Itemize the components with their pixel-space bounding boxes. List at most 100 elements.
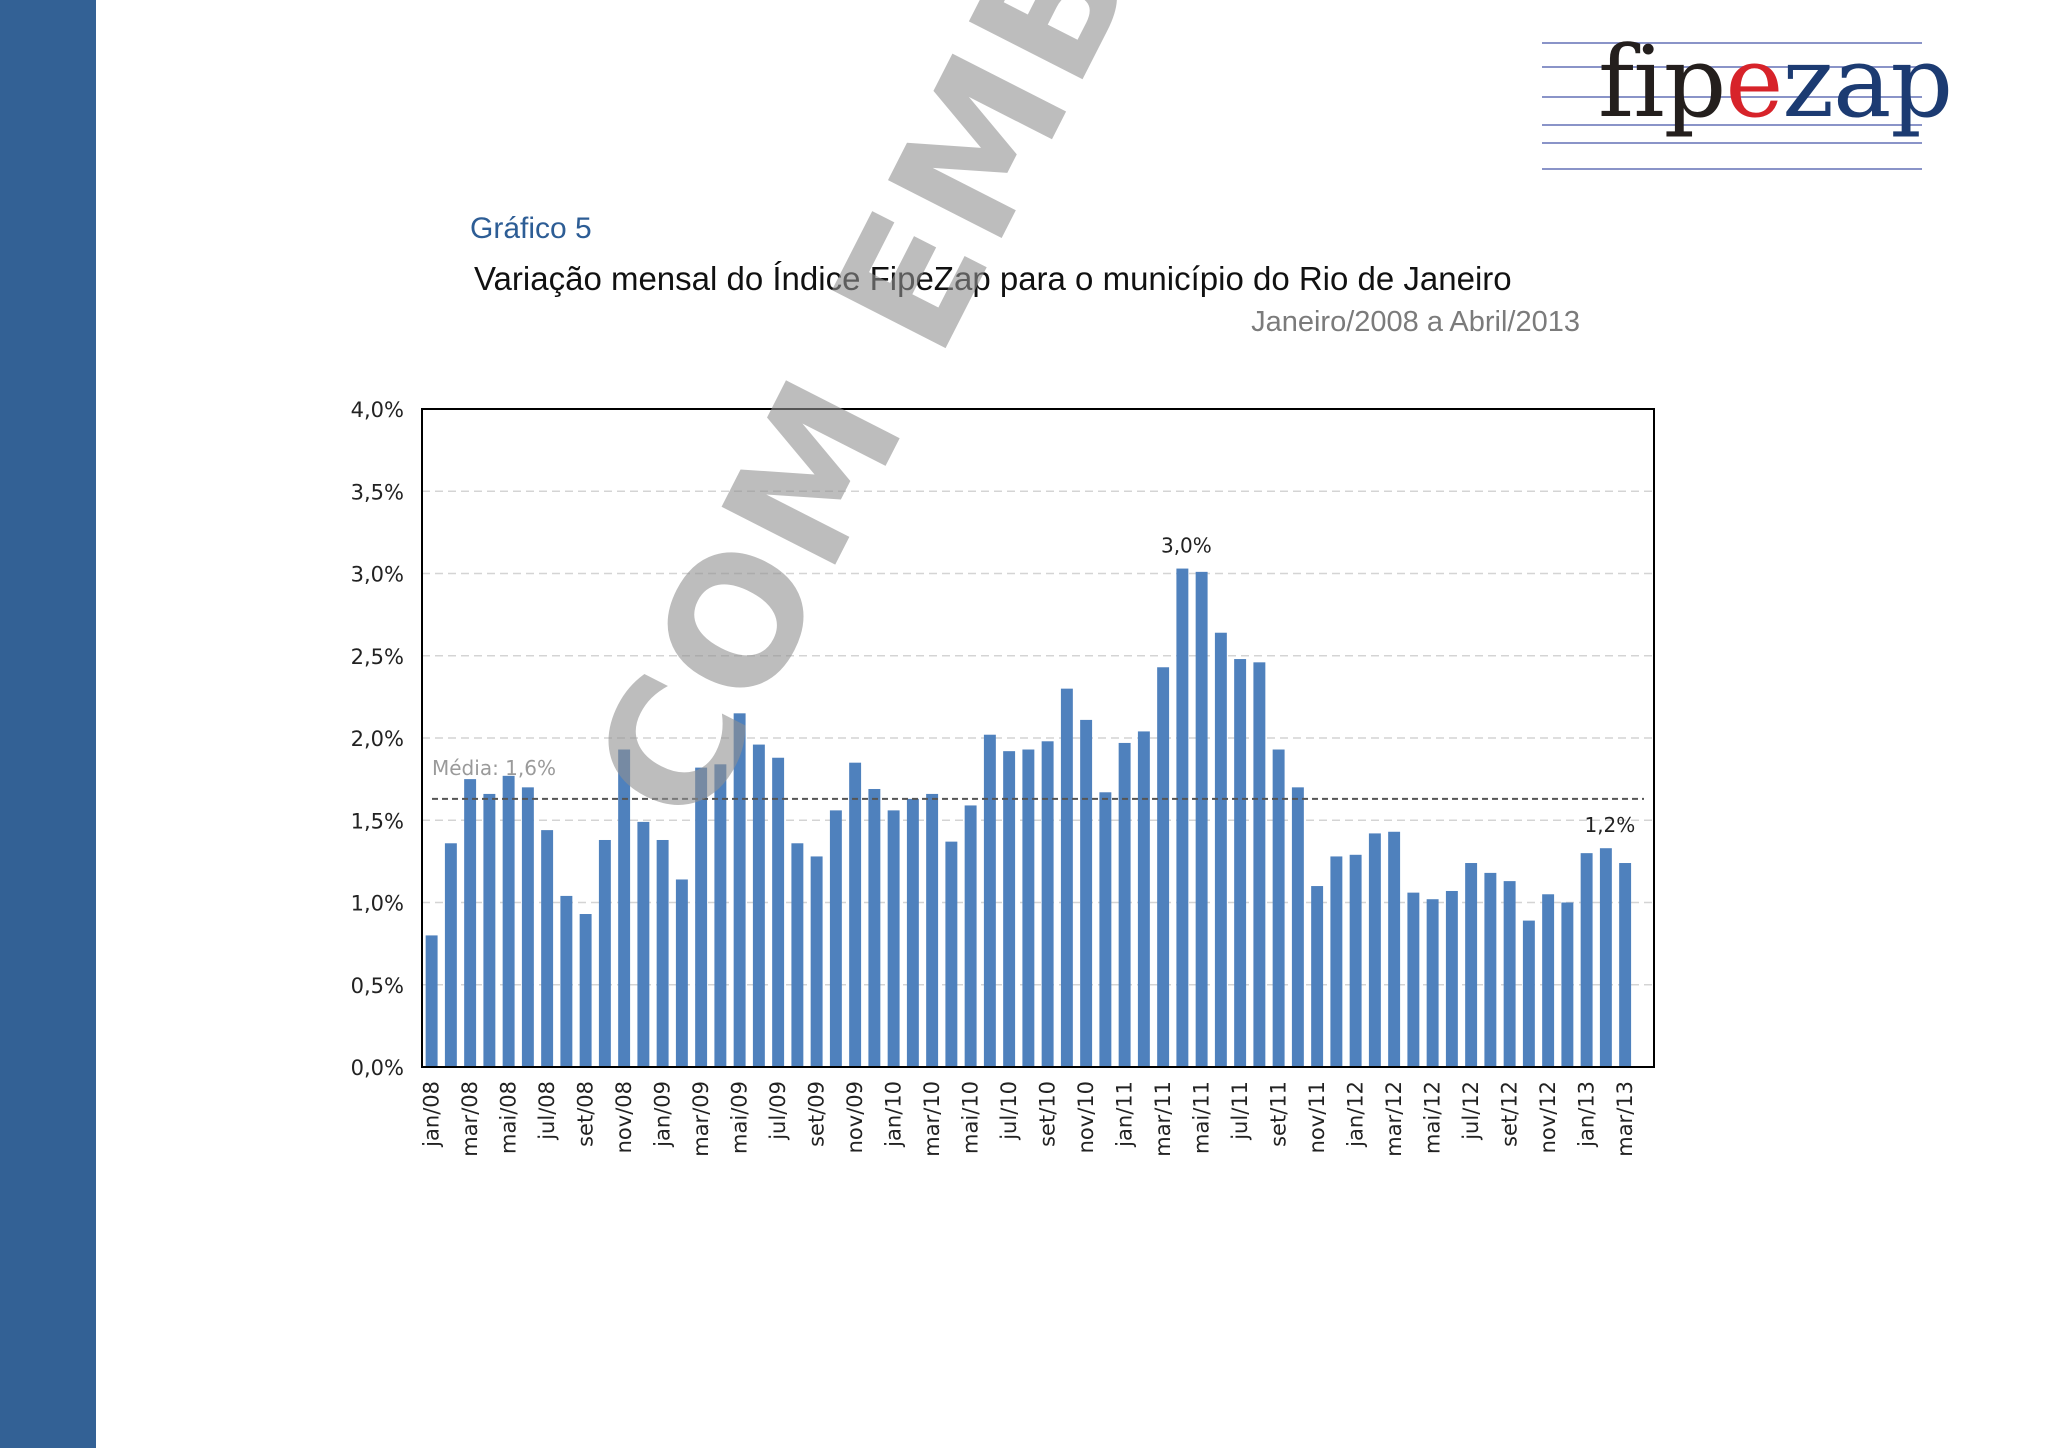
x-tick-label: mai/09: [728, 1081, 752, 1154]
side-bar: [0, 0, 96, 1448]
x-tick-label: jul/08: [535, 1081, 559, 1141]
bar: [656, 839, 669, 1067]
x-tick-label: mai/08: [497, 1081, 521, 1154]
x-tick-label: mar/08: [458, 1081, 482, 1157]
logo-part-e: e: [1725, 26, 1783, 140]
bar: [1522, 920, 1535, 1067]
gridlines: [422, 490, 1654, 986]
x-tick-label: jan/09: [651, 1081, 675, 1148]
x-tick-label: set/08: [574, 1081, 598, 1147]
bar: [945, 841, 958, 1067]
bar: [926, 793, 939, 1067]
bar: [772, 757, 785, 1067]
bar: [810, 856, 823, 1067]
y-tick-label: 0,0%: [351, 1056, 404, 1080]
logo-text: fipezap: [1598, 34, 1953, 132]
bar: [464, 779, 477, 1067]
chart-subtitle: Janeiro/2008 a Abril/2013: [1251, 306, 1580, 338]
x-tick-label: jul/10: [997, 1081, 1021, 1141]
bar: [1291, 787, 1304, 1067]
y-tick-label: 4,0%: [351, 398, 404, 422]
y-tick-label: 0,5%: [351, 974, 404, 998]
bar: [1253, 662, 1266, 1067]
bar: [1080, 719, 1093, 1067]
bar: [1022, 749, 1035, 1067]
x-tick-label: jan/08: [420, 1081, 444, 1148]
bar: [752, 744, 765, 1067]
logo-part-fip: fip: [1598, 26, 1726, 140]
y-tick-label: 1,0%: [351, 892, 404, 916]
x-tick-label: mar/11: [1151, 1081, 1175, 1157]
x-tick-label: nov/10: [1074, 1081, 1098, 1153]
x-tick-label: mar/10: [920, 1081, 944, 1157]
bar: [618, 749, 631, 1067]
data-label: 1,2%: [1584, 813, 1635, 837]
x-tick-label: set/11: [1267, 1081, 1291, 1147]
bar: [1195, 571, 1208, 1067]
bar: [1118, 742, 1131, 1067]
x-tick-label: jul/09: [766, 1081, 790, 1141]
bar: [1407, 892, 1420, 1067]
bar: [906, 798, 919, 1067]
bar: [1330, 856, 1343, 1067]
logo-line: [1542, 66, 1922, 68]
bar: [560, 895, 573, 1067]
bar: [1599, 848, 1612, 1067]
bar: [483, 793, 496, 1067]
bar: [1214, 632, 1227, 1067]
bar: [1426, 899, 1439, 1067]
x-tick-label: jan/13: [1575, 1081, 1599, 1148]
x-tick-label: mar/13: [1613, 1081, 1637, 1157]
bar: [579, 914, 592, 1067]
bar: [1176, 568, 1189, 1067]
bar: [1060, 688, 1073, 1067]
average-line-group: Média: 1,6%: [432, 756, 1644, 800]
x-tick-label: nov/09: [843, 1081, 867, 1153]
x-tick-label: jan/10: [882, 1081, 906, 1148]
y-tick-label: 1,5%: [351, 809, 404, 833]
bar: [1484, 872, 1497, 1067]
bar: [1041, 741, 1054, 1067]
bar: [1580, 853, 1593, 1067]
bar: [714, 764, 727, 1067]
bar: [1503, 881, 1516, 1067]
bar: [1003, 751, 1016, 1067]
bar: [1368, 833, 1381, 1067]
bar: [1157, 667, 1170, 1067]
x-tick-label: set/12: [1498, 1081, 1522, 1147]
bar: [964, 805, 977, 1067]
plot-frame: [421, 408, 1655, 1068]
logo-line: [1542, 142, 1922, 144]
bar: [1137, 731, 1150, 1067]
x-tick-label: jan/11: [1113, 1081, 1137, 1148]
figure-label: Gráfico 5: [470, 212, 592, 245]
bar: [695, 767, 708, 1067]
bar: [1445, 890, 1458, 1067]
bar: [1099, 792, 1112, 1067]
y-tick-label: 2,5%: [351, 645, 404, 669]
x-tick-label: mai/12: [1421, 1081, 1445, 1154]
bar: [444, 843, 457, 1067]
bar: [1234, 659, 1247, 1067]
x-tick-label: set/10: [1036, 1081, 1060, 1147]
bar: [1272, 749, 1285, 1067]
bar: [887, 810, 900, 1067]
logo-line: [1542, 168, 1922, 170]
data-label: 3,0%: [1161, 534, 1212, 558]
bar: [425, 935, 438, 1067]
average-label: Média: 1,6%: [432, 756, 556, 780]
bar: [521, 787, 534, 1067]
bars: [425, 568, 1632, 1067]
bar: [637, 821, 650, 1067]
y-tick-label: 3,0%: [351, 563, 404, 587]
logo-part-zap: zap: [1782, 26, 1953, 140]
x-tick-label: mai/11: [1190, 1081, 1214, 1154]
x-tick-label: nov/12: [1536, 1081, 1560, 1153]
chart-title: Variação mensal do Índice FipeZap para o…: [474, 260, 1512, 297]
logo-line: [1542, 96, 1922, 98]
bar: [791, 843, 804, 1067]
bar: [1349, 854, 1362, 1067]
bar: [983, 734, 996, 1067]
bar: [1388, 831, 1401, 1067]
